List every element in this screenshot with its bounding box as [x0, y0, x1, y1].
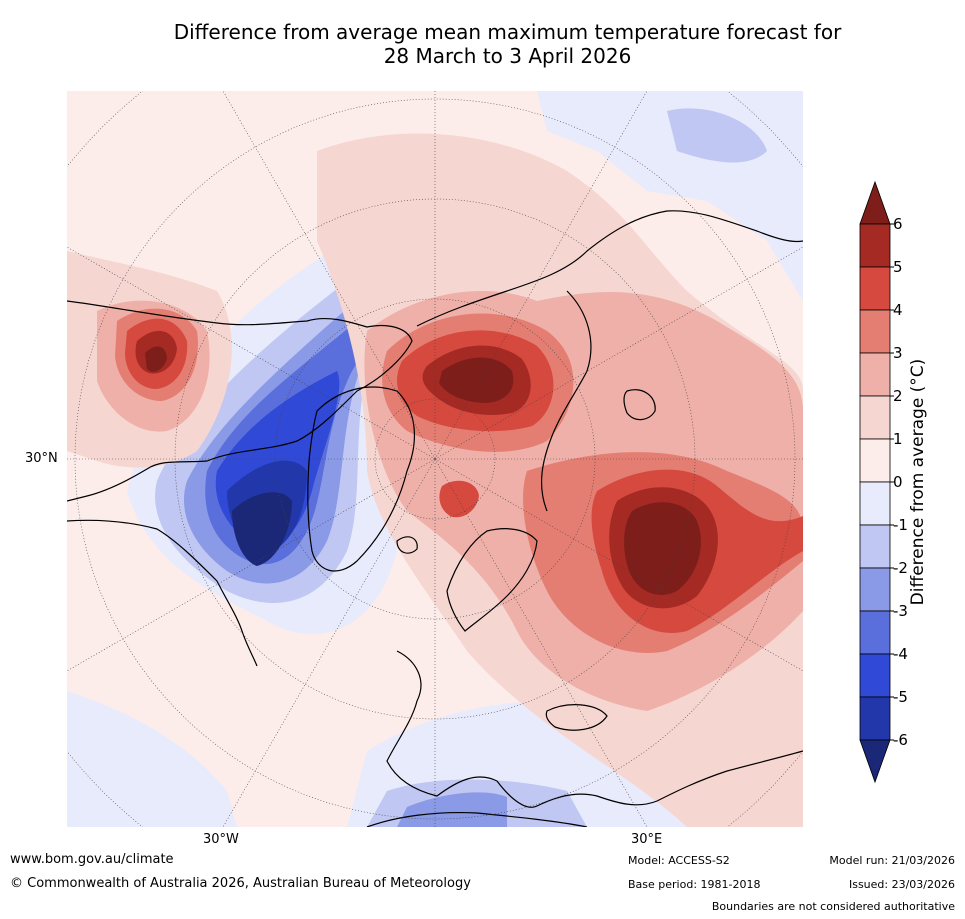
copyright-notice: © Commonwealth of Australia 2026, Austra… [10, 876, 471, 891]
model-name: Model: ACCESS-S2 [628, 854, 730, 867]
map-canvas [67, 91, 803, 827]
coastline-africa [366, 811, 588, 827]
colorbar-bin-4 [859, 352, 891, 397]
coastline-siberia-inner [541, 290, 592, 512]
longitude-label-30w: 30°W [203, 832, 239, 847]
colorbar-bin-10 [859, 610, 891, 655]
coastlines [67, 210, 803, 827]
chart-title: Difference from average mean maximum tem… [60, 20, 955, 68]
boundaries-disclaimer: Boundaries are not considered authoritat… [711, 900, 955, 913]
colorbar-tick-label: -6 [893, 731, 908, 749]
colorbar-tick-label: 3 [893, 344, 903, 362]
colorbar-bin-1 [859, 223, 891, 268]
colorbar-bin-2 [859, 266, 891, 311]
colorbar-tick-label: 4 [893, 301, 903, 319]
anomaly-region-neg2-northeast [667, 108, 767, 163]
anomaly-region-gt6-pacific [145, 346, 167, 372]
colorbar-tick-label: -5 [893, 688, 908, 706]
longitude-label-30e: 30°E [631, 832, 663, 847]
anomaly-region-lt-neg6 [232, 492, 292, 566]
colorbar-tick-label: -4 [893, 645, 908, 663]
coastline-iceland [396, 536, 418, 554]
colorbar-bin-7 [859, 481, 891, 526]
colorbar-bin-13 [859, 739, 891, 784]
colorbar: 6 5 4 3 2 1 0 -1 -2 -3 -4 -5 -6 [840, 180, 965, 790]
colorbar-bin-6 [859, 438, 891, 483]
colorbar-bin-3 [859, 309, 891, 354]
colorbar-bin-8 [859, 524, 891, 569]
graticule-lat-circle-50 [74, 98, 796, 820]
latitude-label-30n: 30°N [25, 451, 58, 466]
website-link[interactable]: www.bom.gov.au/climate [10, 852, 174, 867]
title-line-1: Difference from average mean maximum tem… [173, 20, 842, 44]
colorbar-tick-label: 5 [893, 258, 903, 276]
colorbar-bin-9 [859, 567, 891, 612]
colorbar-tick-label: -1 [893, 516, 908, 534]
colorbar-tick-label: -2 [893, 559, 908, 577]
colorbar-label: Difference from average (°C) [908, 358, 928, 606]
title-line-2: 28 March to 3 April 2026 [383, 44, 632, 68]
colorbar-bin-5 [859, 395, 891, 440]
anomaly-region-gt6-eurasia [439, 357, 514, 403]
colorbar-bin-0 [859, 180, 891, 225]
colorbar-bin-12 [859, 696, 891, 741]
coastline-canada-south [67, 519, 258, 667]
colorbar-bin-11 [859, 653, 891, 698]
colorbar-tick-label: -3 [893, 602, 908, 620]
base-period: Base period: 1981-2018 [628, 878, 761, 891]
coastline-north-america [67, 300, 413, 502]
coastline-black-sea [545, 704, 608, 731]
colorbar-tick-label: 0 [893, 473, 903, 491]
temperature-anomaly-map [67, 91, 803, 827]
anomaly-region-neg3-med [397, 792, 507, 827]
issued-date: Issued: 23/03/2026 [848, 878, 955, 891]
coastline-europe [386, 650, 803, 808]
coastline-scandinavia [446, 528, 538, 632]
coastline-greenland [307, 386, 416, 572]
graticule-lat-circle-80 [374, 398, 496, 520]
colorbar-graphic: 6 5 4 3 2 1 0 -1 -2 -3 -4 -5 -6 [859, 180, 908, 784]
coastline-caspian [623, 389, 656, 421]
anomaly-region-neg1-pacific [67, 691, 237, 827]
coastline-siberia [416, 210, 803, 327]
colorbar-tick-label: 2 [893, 387, 903, 405]
model-run-date: Model run: 21/03/2026 [829, 854, 955, 867]
graticule [67, 91, 803, 827]
colorbar-tick-label: 6 [893, 215, 903, 233]
anomaly-region-gt6-asia [624, 502, 701, 595]
colorbar-tick-label: 1 [893, 430, 903, 448]
